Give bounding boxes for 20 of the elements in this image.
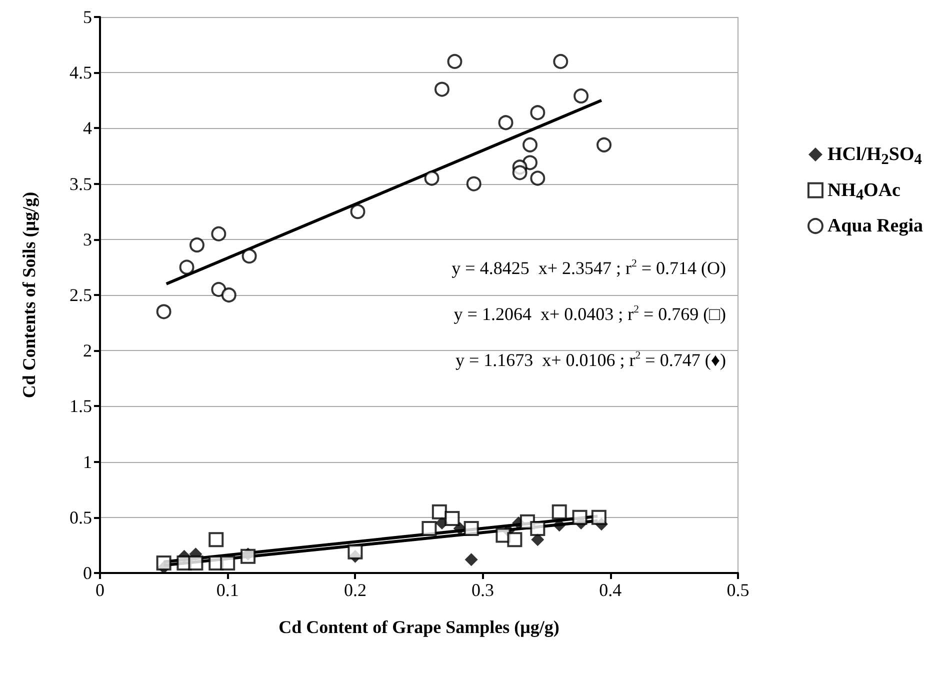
y-tick-label: 0 — [83, 563, 92, 583]
y-tick-label: 1.5 — [70, 396, 92, 416]
y-tick-label: 1 — [83, 452, 92, 472]
x-tick-label: 0 — [96, 580, 104, 600]
x-tick-label: 0.2 — [344, 580, 366, 600]
y-tick-label: 3 — [83, 229, 92, 250]
y-tick-label: 2.5 — [70, 285, 92, 305]
y-tick-label: 3.5 — [70, 174, 92, 194]
y-tick-label: 2 — [83, 340, 92, 361]
y-tick-label: 4.5 — [70, 62, 92, 83]
y-axis-title: Cd Contents of Soils (μg/g) — [19, 192, 39, 398]
legend-label: Aqua Regia — [827, 216, 924, 236]
y-tick-label: 5 — [83, 7, 92, 27]
y-tick-label: 4 — [83, 118, 92, 138]
x-tick-label: 0.4 — [599, 580, 622, 600]
y-tick-label: 0.5 — [70, 507, 92, 528]
x-tick-label: 0.5 — [726, 580, 750, 600]
x-axis-title: Cd Content of Grape Samples (μg/g) — [278, 617, 560, 637]
x-tick-label: 0.3 — [472, 580, 494, 600]
x-tick-label: 0.1 — [216, 580, 239, 600]
